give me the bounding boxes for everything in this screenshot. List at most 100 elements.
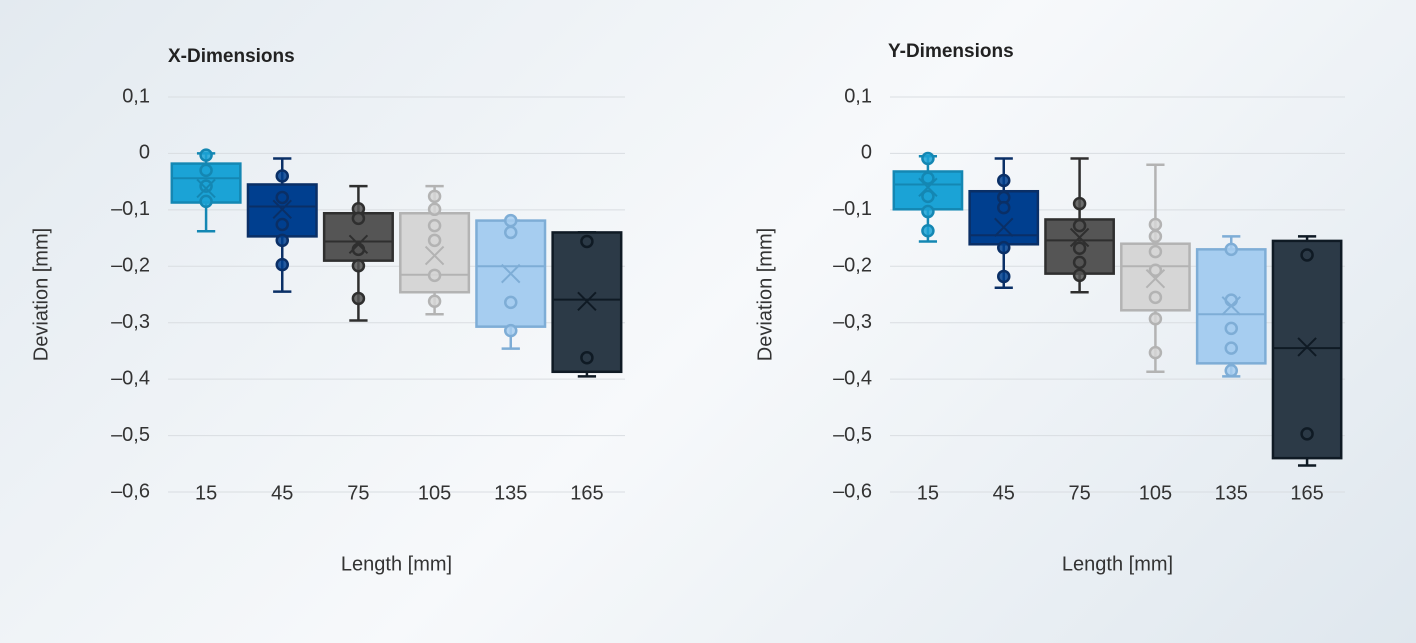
- mean-marker: [424, 245, 445, 266]
- data-point: [1148, 217, 1163, 232]
- data-point: [921, 151, 935, 166]
- data-point: [275, 233, 289, 248]
- data-point: [504, 323, 518, 338]
- data-point: [1148, 263, 1163, 277]
- data-point: [1148, 290, 1163, 305]
- mean-marker: [1145, 268, 1166, 289]
- data-point: [275, 217, 289, 232]
- chart-title: Y-Dimensions: [888, 41, 1014, 62]
- data-point: [997, 240, 1011, 255]
- data-point: [1072, 255, 1087, 270]
- data-point: [275, 169, 289, 183]
- x-tick-label: 165: [570, 482, 603, 504]
- x-axis-label: Length [mm]: [1062, 553, 1173, 575]
- mean-marker: [1069, 227, 1090, 248]
- y-tick-label: –0,2: [833, 255, 872, 277]
- y-tick-label: –0,5: [111, 424, 150, 446]
- y-tick-label: –0,5: [833, 424, 872, 446]
- data-point: [997, 200, 1011, 215]
- data-point: [1072, 196, 1087, 211]
- data-point: [427, 202, 442, 217]
- y-tick-label: –0,3: [111, 311, 150, 333]
- y-tick-label: –0,1: [833, 198, 872, 220]
- data-point: [921, 189, 935, 204]
- data-point: [1224, 293, 1238, 307]
- x-tick-label: 15: [195, 482, 217, 504]
- data-point: [504, 213, 518, 228]
- data-point: [1224, 341, 1238, 355]
- x-tick-label: 105: [418, 482, 451, 504]
- data-point: [921, 223, 935, 238]
- data-point: [580, 234, 594, 249]
- data-point: [921, 204, 935, 219]
- data-point: [504, 295, 518, 310]
- x-tick-label: 165: [1290, 482, 1323, 504]
- y-tick-label: 0,1: [844, 85, 872, 107]
- x-axis-label: Length [mm]: [341, 553, 452, 575]
- box: [1271, 239, 1343, 460]
- data-point: [351, 258, 366, 273]
- data-point: [427, 189, 442, 204]
- x-tick-label: 15: [917, 482, 939, 504]
- data-point: [351, 291, 366, 306]
- data-point: [1072, 218, 1087, 233]
- y-tick-label: 0: [139, 142, 150, 164]
- data-point: [1224, 363, 1238, 378]
- data-point: [1300, 248, 1314, 262]
- mean-marker: [272, 199, 292, 220]
- mean-marker: [577, 291, 597, 311]
- x-tick-label: 75: [1068, 482, 1090, 504]
- data-point: [427, 268, 442, 283]
- plot: X-Dimensions Deviation [mm] Length [mm] 0,1…: [30, 46, 625, 575]
- data-point: [427, 233, 442, 248]
- mean-marker: [1221, 296, 1241, 316]
- data-point: [1224, 321, 1238, 336]
- data-point: [275, 190, 289, 205]
- y-tick-label: –0,1: [111, 198, 150, 220]
- data-point: [1148, 229, 1163, 244]
- data-point: [997, 269, 1011, 284]
- y-tick-label: –0,6: [111, 480, 150, 502]
- mean-marker: [1297, 337, 1317, 357]
- x-tick-label: 135: [1215, 482, 1248, 504]
- mean-marker: [501, 263, 521, 284]
- data-point: [1072, 241, 1087, 255]
- data-point: [427, 294, 442, 309]
- x-tick-label: 45: [993, 482, 1015, 504]
- y-axis-label: Deviation [mm]: [754, 228, 776, 361]
- x-tick-label: 105: [1139, 482, 1172, 504]
- y-tick-label: –0,4: [111, 367, 150, 389]
- data-point: [275, 257, 289, 272]
- x-tick-label: 135: [494, 482, 527, 504]
- x-tick-label: 75: [347, 482, 369, 504]
- x-tick-label: 45: [271, 482, 293, 504]
- data-point: [199, 148, 213, 162]
- y-tick-label: –0,2: [111, 255, 150, 277]
- data-point: [1072, 268, 1087, 283]
- data-point: [921, 171, 935, 186]
- box: [551, 231, 623, 374]
- plot: Y-Dimensions Deviation [mm] Length [mm] 0,1…: [754, 41, 1345, 575]
- data-point: [504, 225, 518, 240]
- data-point: [427, 218, 442, 233]
- data-point: [580, 350, 594, 365]
- y-tick-label: –0,4: [833, 367, 872, 389]
- data-point: [351, 211, 366, 226]
- y-tick-label: –0,6: [833, 480, 872, 502]
- chart-title: X-Dimensions: [168, 46, 295, 67]
- data-point: [199, 179, 213, 193]
- data-point: [1224, 242, 1238, 257]
- data-point: [1148, 312, 1163, 326]
- data-point: [199, 163, 213, 178]
- mean-marker: [348, 234, 369, 254]
- data-point: [1148, 244, 1163, 259]
- y-tick-label: 0,1: [122, 85, 150, 107]
- data-point: [1300, 427, 1314, 441]
- data-point: [1148, 345, 1163, 360]
- mean-marker: [994, 217, 1014, 238]
- y-axis-label: Deviation [mm]: [30, 228, 52, 361]
- mean-marker: [918, 177, 938, 197]
- data-point: [199, 194, 213, 209]
- mean-marker: [196, 178, 216, 199]
